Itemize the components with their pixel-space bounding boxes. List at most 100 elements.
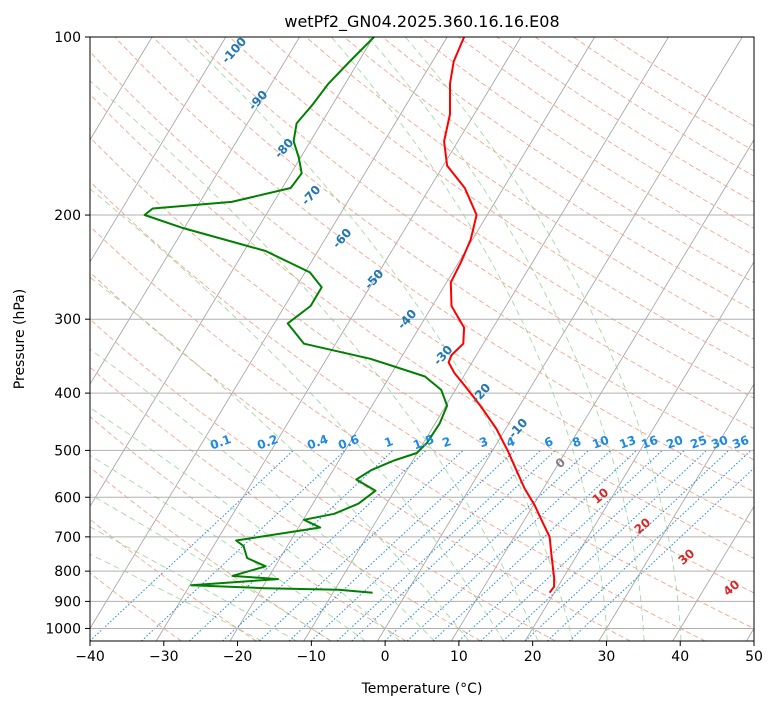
moist-adiabat-line xyxy=(90,553,262,641)
isotherm-label: -80 xyxy=(272,136,297,161)
moist-adiabat-line xyxy=(404,37,682,641)
x-tick-label: −30 xyxy=(149,649,179,665)
mixing-ratio-label: 16 xyxy=(639,433,659,452)
dry-adiabat-line xyxy=(611,37,754,127)
mixing-ratio-line xyxy=(384,450,589,641)
dry-adiabat-line xyxy=(305,37,754,340)
isotherm-line xyxy=(746,627,754,641)
x-tick-label: 20 xyxy=(524,649,542,665)
mixing-ratio-line xyxy=(546,450,752,641)
mixing-ratio-label: 1.5 xyxy=(411,432,436,452)
moist-adiabat-label: 20 xyxy=(632,515,654,536)
isotherm-label: -100 xyxy=(219,34,249,66)
mixing-ratio-label: 25 xyxy=(688,433,708,452)
background-lines xyxy=(0,37,754,641)
mixing-ratio-line xyxy=(222,450,427,641)
mixing-ratio-line xyxy=(406,450,612,641)
mixing-ratio-line xyxy=(480,450,685,641)
mixing-ratio-label: 36 xyxy=(730,433,750,452)
mixing-ratio-label: 2 xyxy=(440,434,453,450)
isotherm-label: -50 xyxy=(362,267,387,292)
mixing-ratio-label: 10 xyxy=(590,433,610,452)
plot-frame xyxy=(89,36,755,642)
isotherm-label: -20 xyxy=(469,381,494,406)
dry-adiabat-line xyxy=(90,93,754,559)
moist-adiabat-label: 40 xyxy=(721,577,743,598)
isotherm-line xyxy=(672,505,754,641)
mixing-ratio-label: 30 xyxy=(709,433,729,452)
isotherm-label: -40 xyxy=(395,307,420,332)
moist-adiabat-line xyxy=(90,348,435,641)
y-tick-label: 400 xyxy=(54,386,81,402)
dry-adiabat-line xyxy=(573,37,754,152)
y-tick-label: 300 xyxy=(54,312,81,328)
moist-adiabat-line xyxy=(90,454,366,641)
mixing-ratio-label: 0.6 xyxy=(336,432,361,452)
dry-adiabat-line xyxy=(420,37,754,256)
mixing-ratio-label: 1 xyxy=(382,434,395,450)
isotherm-line xyxy=(524,261,754,641)
moist-adiabat-line xyxy=(90,407,401,641)
dry-adiabat-line xyxy=(152,37,754,461)
mixing-ratio-line xyxy=(569,467,754,641)
mixing-ratio-line xyxy=(336,450,541,641)
x-tick-label: 0 xyxy=(381,649,390,665)
mixing-ratio-label: 0.2 xyxy=(255,432,280,452)
mixing-ratio-line xyxy=(189,450,394,641)
mixing-ratio-label: 0.1 xyxy=(208,432,233,452)
mixing-ratio-label: 8 xyxy=(570,434,583,450)
mixing-ratio-label: 13 xyxy=(617,433,637,452)
isotherm-line xyxy=(155,37,522,641)
isotherm-line xyxy=(90,37,300,385)
isotherm-line xyxy=(0,37,5,641)
dry-adiabat-line xyxy=(90,366,481,641)
mixing-ratio-label: 3 xyxy=(477,434,490,450)
mixing-ratio-line xyxy=(90,450,294,641)
isotherm-line xyxy=(598,383,754,641)
dry-adiabat-line xyxy=(90,180,754,629)
y-tick-label: 100 xyxy=(54,30,81,46)
moist-adiabat-line xyxy=(331,37,608,641)
isotherm-line xyxy=(90,37,374,508)
y-tick-label: 900 xyxy=(54,594,81,610)
dry-adiabat-line xyxy=(267,37,754,369)
x-tick-label: 40 xyxy=(671,649,689,665)
isotherm-line xyxy=(90,37,153,141)
y-tick-label: 600 xyxy=(54,490,81,506)
dry-adiabat-line xyxy=(114,37,754,493)
x-tick-label: −10 xyxy=(297,649,327,665)
y-tick-label: 700 xyxy=(54,530,81,546)
isotherm-line xyxy=(377,37,743,641)
x-axis-ticks: −40 −30 −20 −10 0 10 20 30 40 50 xyxy=(75,641,763,665)
mixing-ratio-line xyxy=(524,450,730,641)
isotherm-label: -70 xyxy=(299,183,324,208)
dewpoint-line xyxy=(143,37,449,594)
mixing-ratio-line xyxy=(141,450,346,641)
y-tick-label: 800 xyxy=(54,564,81,580)
x-axis-label: Temperature (°C) xyxy=(361,681,483,697)
mixing-ratio-line xyxy=(351,450,556,641)
mixing-ratio-line xyxy=(310,450,516,641)
dry-adiabat-line xyxy=(90,225,706,641)
isotherm-line xyxy=(90,37,448,630)
dry-adiabat-line xyxy=(90,518,257,641)
mixing-ratio-label: 6 xyxy=(542,434,555,450)
moist-adiabat-line xyxy=(90,80,539,641)
y-tick-label: 200 xyxy=(54,208,81,224)
moist-adiabat-line xyxy=(90,276,470,641)
isotherm-line xyxy=(450,139,754,641)
x-tick-label: −20 xyxy=(223,649,253,665)
isotherm-label: -30 xyxy=(431,343,456,368)
isotherm-line xyxy=(90,37,227,263)
mixing-ratio-label: 20 xyxy=(664,433,684,452)
temperature-line xyxy=(443,37,556,594)
mixing-ratio-line xyxy=(502,450,707,641)
y-axis-ticks: 100 200 300 400 500 600 700 800 900 1000 xyxy=(45,30,90,637)
chart-title: wetPf2_GN04.2025.360.16.16.E08 xyxy=(284,12,559,32)
dry-adiabat-line xyxy=(90,51,754,526)
moist-adiabat-line xyxy=(90,188,504,641)
isotherm-line xyxy=(229,37,596,641)
mixing-ratio-line xyxy=(288,450,493,641)
mixing-ratio-line xyxy=(432,450,637,641)
